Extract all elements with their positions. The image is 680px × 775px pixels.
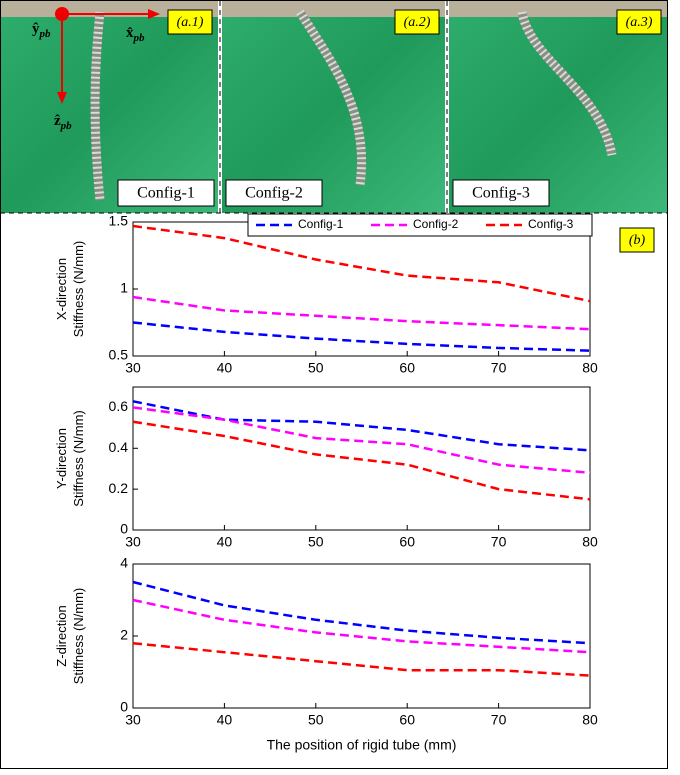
photo <box>449 1 667 213</box>
x-tick-label: 60 <box>399 534 415 550</box>
line-series <box>132 580 591 645</box>
x-tick-label: 30 <box>125 534 141 550</box>
legend-label: Config-3 <box>528 217 574 231</box>
y-axis-label-line: Stiffness (N/mm) <box>71 410 86 507</box>
y-tick-label: 1 <box>120 280 128 296</box>
y-tick-label: 0 <box>120 521 128 537</box>
y-tick-label: 2 <box>120 627 128 643</box>
config-label: Config-2 <box>245 185 303 202</box>
tag-box <box>167 9 213 35</box>
y-tick-label: 0 <box>120 699 128 715</box>
plot-area <box>132 221 591 357</box>
y-tick-label: 0.4 <box>109 439 129 455</box>
line-series <box>132 641 591 677</box>
y-axis-label-line: Z-direction <box>54 605 69 666</box>
line-series <box>132 321 591 352</box>
legend-box <box>247 213 593 237</box>
photo <box>222 1 445 213</box>
photo-tag: (a.2) <box>404 15 431 30</box>
x-tick-label: 70 <box>491 712 507 728</box>
x-axis-label: The position of rigid tube (mm) <box>267 737 457 753</box>
frame-axis-sub: pb <box>39 28 52 40</box>
x-tick-label: 80 <box>582 712 598 728</box>
config-box <box>225 179 323 207</box>
line-series <box>132 224 591 303</box>
photo-tag: (a.3) <box>626 15 653 30</box>
y-tick-label: 0.2 <box>109 480 129 496</box>
panel-label: (b) <box>629 233 646 248</box>
x-tick-label: 50 <box>308 534 324 550</box>
x-tick-label: 30 <box>125 360 141 376</box>
frame-axis-sub: pb <box>60 120 73 132</box>
tube <box>517 11 617 156</box>
config-label: Config-3 <box>472 185 530 202</box>
legend-label: Config-2 <box>413 217 459 231</box>
x-tick-label: 60 <box>399 360 415 376</box>
frame-axis-symbol: ẑ <box>54 113 61 129</box>
tag-box <box>394 9 440 35</box>
frame-axis-sub: pb <box>133 32 146 44</box>
line-series <box>132 295 591 331</box>
y-axis-label-line: Stiffness (N/mm) <box>71 241 86 338</box>
x-tick-label: 40 <box>217 712 233 728</box>
rail <box>222 1 445 17</box>
frame-axis-label: x̂pb <box>126 25 145 43</box>
y-axis-label-line: X-direction <box>54 258 69 320</box>
frame-axis-label: ẑpb <box>54 113 72 131</box>
y-axis-label: X-direction Stiffness (N/mm) <box>54 241 86 338</box>
y-axis-label-line: Stiffness (N/mm) <box>71 588 86 685</box>
y-axis-label-line: Y-direction <box>54 428 69 489</box>
x-tick-label: 40 <box>217 534 233 550</box>
line-series <box>132 598 591 654</box>
x-tick-label: 50 <box>308 360 324 376</box>
legend-label: Config-1 <box>298 217 344 231</box>
x-tick-label: 30 <box>125 712 141 728</box>
y-tick-label: 1.5 <box>109 213 129 229</box>
frame-axis-label: ŷpb <box>32 21 51 39</box>
x-tick-label: 70 <box>491 534 507 550</box>
y-tick-label: 4 <box>120 555 128 571</box>
photo <box>1 1 218 213</box>
x-tick-label: 60 <box>399 712 415 728</box>
arrow-head <box>57 92 67 104</box>
photo-tag: (a.1) <box>177 15 204 30</box>
origin-dot <box>55 7 69 21</box>
tube-ridges <box>296 9 366 186</box>
x-tick-label: 80 <box>582 534 598 550</box>
frame-axis-symbol: ŷ <box>32 21 40 37</box>
config-label: Config-1 <box>137 185 195 202</box>
arrow-head <box>148 9 160 19</box>
x-tick-label: 40 <box>217 360 233 376</box>
x-tick-label: 70 <box>491 360 507 376</box>
config-box <box>452 179 550 207</box>
tag-box <box>619 227 655 253</box>
frame-axis-symbol: x̂ <box>126 25 134 41</box>
x-tick-label: 80 <box>582 360 598 376</box>
line-series <box>132 420 591 501</box>
y-tick-label: 0.6 <box>109 398 129 414</box>
y-axis-label: Z-direction Stiffness (N/mm) <box>54 588 86 685</box>
x-tick-label: 50 <box>308 712 324 728</box>
y-tick-label: 0.5 <box>109 347 129 363</box>
y-axis-label: Y-direction Stiffness (N/mm) <box>54 410 86 507</box>
tag-box <box>616 9 662 35</box>
config-box <box>117 179 215 207</box>
rail <box>449 1 667 17</box>
line-series <box>132 406 591 475</box>
tube-ridges <box>90 11 105 201</box>
